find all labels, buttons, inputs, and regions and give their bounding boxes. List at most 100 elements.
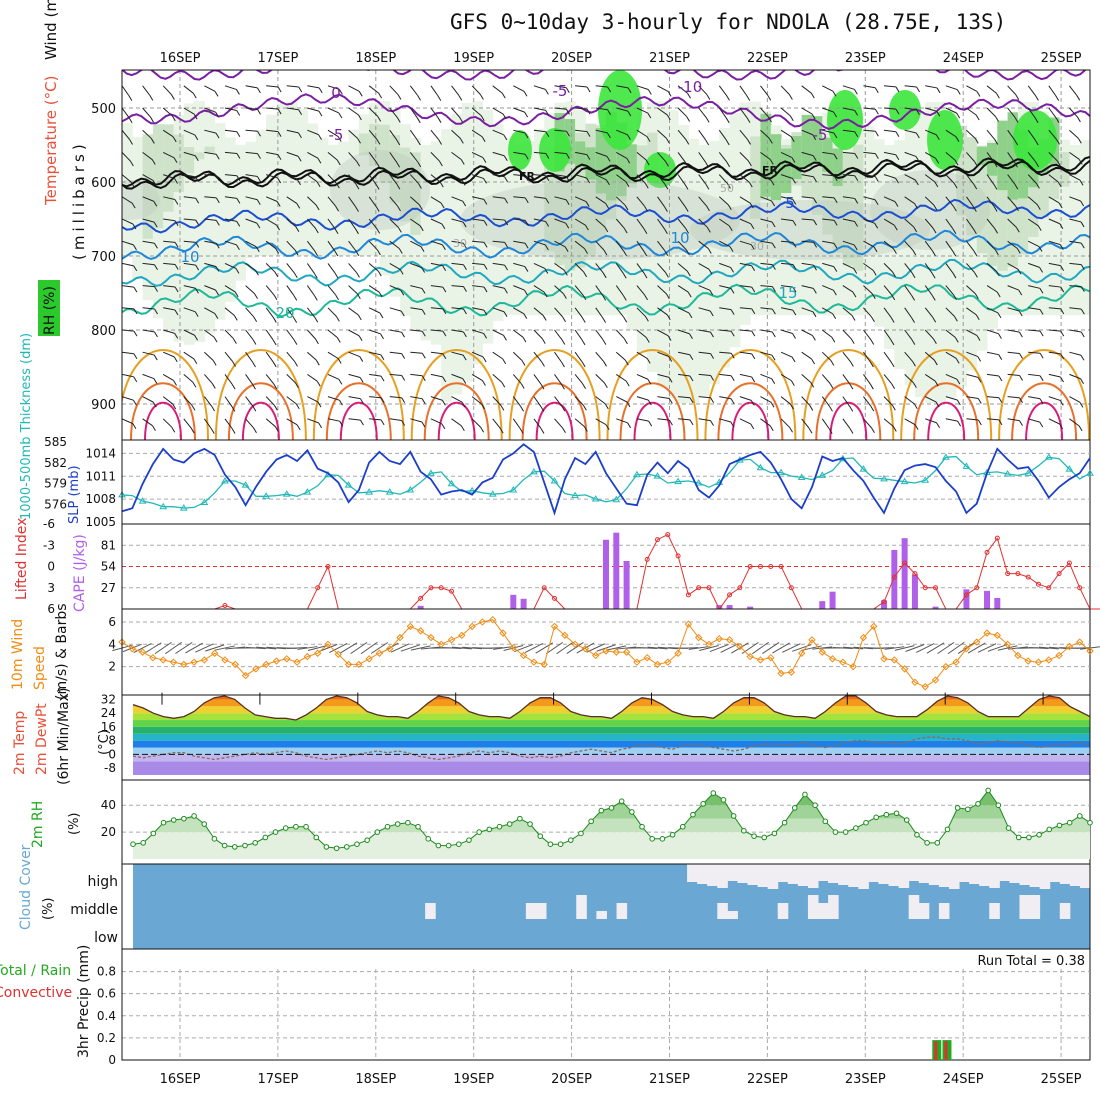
isotherm-label: 0 bbox=[331, 84, 341, 102]
wind10-point bbox=[777, 669, 785, 678]
wind-barb bbox=[1028, 285, 1041, 289]
wind-barb bbox=[657, 263, 666, 273]
wind-barb-feather bbox=[481, 136, 486, 143]
wind-barb-feather bbox=[562, 316, 566, 322]
wind-barb-feather bbox=[132, 223, 137, 230]
wind-barb bbox=[348, 329, 360, 337]
rh-band-mid bbox=[554, 152, 566, 265]
wind-barb bbox=[245, 285, 255, 294]
rh2m-point bbox=[1005, 825, 1012, 831]
wind-barb-feather bbox=[973, 183, 978, 190]
wind-barb-feather bbox=[994, 139, 999, 145]
wind-barb bbox=[945, 263, 954, 274]
wind-barb bbox=[677, 129, 687, 140]
wind-barb-feather bbox=[625, 380, 630, 387]
surface-isotherm-loop bbox=[410, 349, 503, 440]
wind-barb bbox=[574, 351, 583, 363]
pressure-tick-label: 600 bbox=[91, 176, 116, 191]
wind-barb-feather bbox=[170, 94, 175, 100]
rh-band-mid bbox=[1048, 149, 1060, 200]
wind-barb bbox=[265, 263, 276, 273]
wind-barb-feather bbox=[747, 139, 751, 145]
cape-bar bbox=[881, 600, 888, 609]
wind-barb-feather bbox=[254, 269, 259, 276]
wind-barb-feather bbox=[234, 291, 239, 298]
wind-barb bbox=[883, 374, 892, 385]
isotherm-line bbox=[122, 93, 1090, 130]
temp-band bbox=[133, 720, 1090, 727]
wind10-barb bbox=[165, 641, 182, 655]
cape-tick: 81 bbox=[101, 538, 116, 552]
wind-barb bbox=[945, 373, 958, 380]
wind-barb bbox=[1069, 218, 1082, 223]
wind-barb-feather bbox=[624, 204, 629, 211]
rh2m-point bbox=[588, 818, 594, 825]
wind-barb-feather bbox=[974, 293, 979, 299]
rh2m-point bbox=[629, 809, 635, 815]
wind-barb-feather bbox=[664, 250, 669, 256]
wind-barb bbox=[1048, 396, 1061, 401]
wind-barb bbox=[451, 418, 462, 427]
wind-barb bbox=[183, 196, 196, 199]
wind-barb bbox=[636, 307, 646, 317]
wind-barb bbox=[698, 240, 709, 249]
rh-band-mid bbox=[750, 136, 761, 219]
wind-barb-feather bbox=[953, 294, 957, 301]
wind-barb bbox=[863, 396, 872, 407]
wind-barb-feather bbox=[1019, 353, 1023, 359]
wind-barb bbox=[924, 285, 933, 296]
wind-barb bbox=[1048, 373, 1061, 378]
wind-barb-feather bbox=[545, 221, 550, 227]
wind-barb bbox=[739, 373, 752, 378]
wind-barb-feather bbox=[293, 339, 298, 345]
wind-barb bbox=[533, 196, 546, 199]
rh-band-mid bbox=[966, 137, 978, 236]
wind10-point bbox=[612, 648, 621, 656]
wind10-point bbox=[375, 649, 384, 657]
wind-barb-feather bbox=[1019, 420, 1023, 426]
wind10-point bbox=[313, 649, 322, 657]
wind-barb bbox=[409, 107, 418, 119]
bottom-axis-day-label: 23SEP bbox=[845, 1072, 886, 1087]
ylabel-cloud: Cloud Cover bbox=[18, 844, 34, 930]
wind-barb bbox=[162, 351, 175, 358]
wind-barb-feather bbox=[293, 295, 298, 301]
wind-barb bbox=[492, 196, 505, 199]
wind10-barb bbox=[482, 647, 503, 649]
wind-barb-feather bbox=[586, 86, 591, 93]
ylabel-millibars: (millibars) bbox=[70, 140, 88, 260]
lifted-index-point bbox=[933, 585, 939, 591]
wind-barb bbox=[245, 329, 254, 340]
cloud-clear-patch bbox=[898, 864, 910, 888]
ylabel-rh: RH (%) bbox=[42, 286, 58, 335]
wind-barb bbox=[163, 329, 175, 334]
wind-barb-feather bbox=[1016, 248, 1021, 254]
wind-barb-feather bbox=[687, 291, 692, 298]
lifted-index-point bbox=[428, 585, 434, 591]
wind-barb-feather bbox=[1077, 138, 1082, 144]
wind-barb bbox=[657, 351, 669, 357]
rh2m-point bbox=[394, 821, 401, 827]
wind-barb-feather bbox=[665, 272, 669, 278]
wind-barb bbox=[966, 196, 974, 207]
lifted-index-point bbox=[768, 564, 774, 569]
wind-barb bbox=[368, 152, 377, 163]
wind-barb bbox=[327, 329, 338, 338]
ylabel-cape: CAPE (J/kg) bbox=[72, 534, 88, 612]
wind-barb bbox=[760, 262, 773, 266]
wind-barb-feather bbox=[1078, 425, 1083, 432]
wind10-barb bbox=[947, 641, 965, 655]
wind-barb bbox=[512, 418, 521, 429]
wind-barb bbox=[595, 351, 604, 362]
wind-barb-feather bbox=[811, 358, 816, 365]
wind-barb-feather bbox=[566, 109, 570, 115]
wind-barb-feather bbox=[293, 317, 298, 323]
wind-barb bbox=[698, 396, 711, 399]
wind-barb bbox=[883, 107, 897, 110]
rh2m-point bbox=[781, 819, 788, 826]
wind-barb-feather bbox=[626, 134, 631, 140]
wind-barb bbox=[471, 174, 484, 179]
rh-band-mid bbox=[194, 152, 205, 160]
wind-barb bbox=[863, 151, 876, 155]
wind-barb bbox=[760, 373, 772, 380]
